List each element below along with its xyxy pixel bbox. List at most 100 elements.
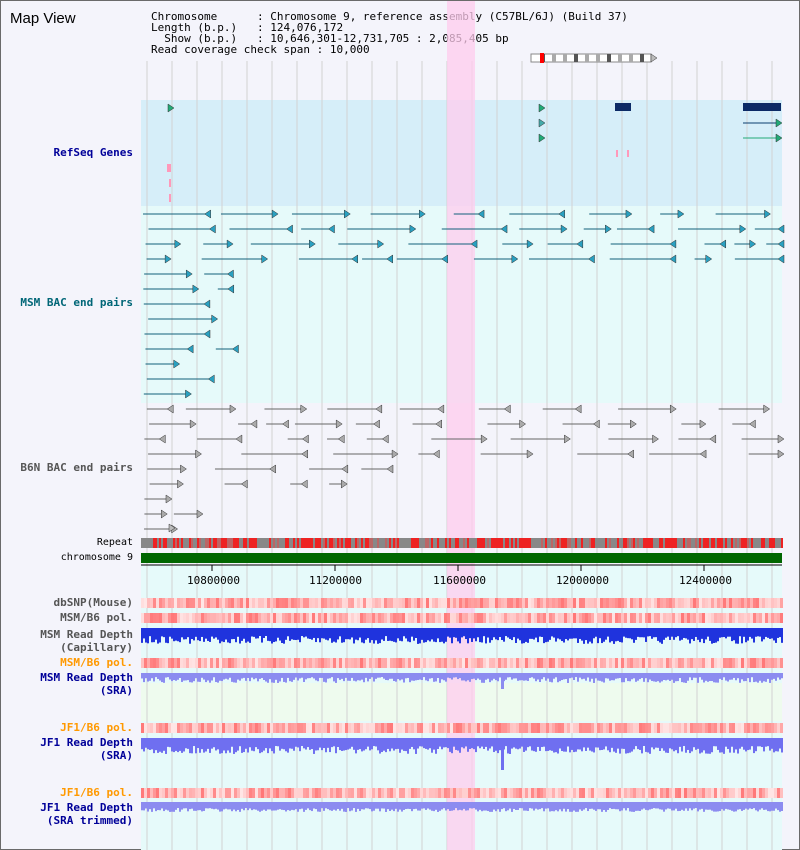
msm-b6-pol-heat-cell — [621, 658, 624, 668]
dbsnp-heat-cell — [234, 598, 237, 608]
msm-b6-pol-heat-cell — [456, 658, 459, 668]
jf1-trim-depth-bar — [575, 802, 577, 812]
jf1-trim-depth-bar — [383, 802, 385, 809]
repeat-feature — [337, 538, 339, 548]
msm-b6-pol-heat-cell — [549, 613, 552, 623]
msm-capillary-depth-bar — [553, 628, 555, 638]
msm-sra-depth-bar — [485, 673, 487, 680]
jf1-b6-pol-heat-cell — [570, 723, 573, 733]
jf1-trim-depth-bar — [227, 802, 229, 810]
jf1-b6-pol-heat-cell — [234, 788, 237, 798]
msm-b6-pol-heat-cell — [141, 613, 144, 623]
msm-capillary-depth-bar — [353, 628, 355, 644]
jf1-sra-depth-bar — [281, 738, 283, 749]
jf1-trim-depth-bar — [365, 802, 367, 809]
jf1-b6-pol-heat-cell — [459, 723, 462, 733]
b6n-bac-label[interactable]: B6N BAC end pairs — [20, 461, 133, 474]
repeat-feature — [693, 538, 695, 548]
jf1-b6-pol-heat-cell — [696, 723, 699, 733]
jf1-sra-depth-bar — [227, 738, 229, 751]
jf1-b6-pol-heat-cell — [378, 723, 381, 733]
repeat-feature — [201, 538, 203, 548]
jf1-sra-depth-bar — [155, 738, 157, 751]
jf1-b6-pol-heat-cell — [282, 723, 285, 733]
msm-b6-pol-heat-cell — [669, 613, 672, 623]
jf1-trim-depth-bar — [219, 802, 221, 812]
repeat-feature — [525, 538, 527, 548]
jf1-trim-depth-bar — [701, 802, 703, 809]
msm-sra-depth-bar — [599, 673, 601, 681]
jf1-b6-pol-heat-cell — [606, 788, 609, 798]
jf1-b6-pol-heat-cell — [540, 788, 543, 798]
msm-capillary-depth-bar — [367, 628, 369, 639]
jf1-trim-depth-bar — [299, 802, 301, 810]
jf1-sra-depth-bar — [757, 738, 759, 747]
repeat-feature — [187, 538, 189, 548]
refseq-genes-label[interactable]: RefSeq Genes — [53, 146, 133, 159]
jf1-trim-depth-bar — [187, 802, 189, 812]
repeat-feature — [459, 538, 461, 548]
msm-capillary-depth-bar — [705, 628, 707, 640]
dbsnp-heat-cell — [672, 598, 675, 608]
msm-sra-depth-bar — [373, 673, 375, 682]
msm-capillary-depth-bar — [145, 628, 147, 643]
msm-b6-pol-heat-cell — [312, 613, 315, 623]
jf1-trim-depth-bar — [605, 802, 607, 812]
jf1-b6-pol-label-2: JF1/B6 pol. — [60, 786, 133, 799]
repeat-feature — [777, 538, 779, 548]
repeat-feature — [189, 538, 191, 548]
msm-capillary-depth-bar — [685, 628, 687, 639]
jf1-b6-pol-heat-cell — [225, 723, 228, 733]
jf1-sra-depth-bar — [171, 738, 173, 752]
jf1-trim-depth-bar — [167, 802, 169, 811]
repeat-feature — [599, 538, 601, 548]
jf1-trim-depth-bar — [777, 802, 779, 811]
msm-sra-depth-bar — [289, 673, 291, 682]
msm-sra-depth-bar — [489, 673, 491, 683]
repeat-feature — [229, 538, 231, 548]
dbsnp-heat-cell — [585, 598, 588, 608]
jf1-sra-depth-bar — [599, 738, 601, 751]
jf1-sra-depth-bar — [759, 738, 761, 747]
jf1-b6-pol-heat-cell — [231, 723, 234, 733]
msm-b6-pol-heat-cell — [213, 613, 216, 623]
jf1-b6-pol-heat-cell — [585, 788, 588, 798]
msm-b6-pol-heat-cell — [318, 613, 321, 623]
msm-b6-pol-heat-cell — [606, 658, 609, 668]
jf1-sra-depth-bar — [707, 738, 709, 754]
msm-sra-depth-bar — [479, 673, 481, 680]
msm-capillary-depth-bar — [345, 628, 347, 640]
jf1-b6-pol-heat-cell — [630, 788, 633, 798]
msm-sra-depth-bar — [497, 673, 499, 682]
repeat-feature — [393, 538, 395, 548]
jf1-b6-pol-heat-cell — [435, 788, 438, 798]
jf1-trim-depth-bar — [357, 802, 359, 809]
msm-capillary-depth-bar — [765, 628, 767, 637]
jf1-sra-depth-bar — [747, 738, 749, 751]
jf1-sra-depth-bar — [681, 738, 683, 752]
jf1-b6-pol-heat-cell — [669, 723, 672, 733]
msm-b6-pol-heat-cell — [408, 658, 411, 668]
jf1-trim-depth-bar — [247, 802, 249, 811]
msm-capillary-depth-bar — [535, 628, 537, 638]
msm-sra-depth-bar — [197, 673, 199, 682]
repeat-feature — [679, 538, 681, 548]
jf1-sra-depth-bar — [261, 738, 263, 753]
refseq-small-feature — [627, 150, 629, 157]
jf1-b6-pol-heat-cell — [696, 788, 699, 798]
msm-b6-pol-heat-cell — [570, 658, 573, 668]
msm-b6-pol-heat-cell — [747, 658, 750, 668]
jf1-trim-depth-bar — [445, 802, 447, 811]
msm-b6-pol-heat-cell — [696, 658, 699, 668]
repeat-feature — [271, 538, 273, 548]
jf1-b6-pol-heat-cell — [429, 723, 432, 733]
jf1-trim-depth-bar — [421, 802, 423, 809]
repeat-feature — [339, 538, 341, 548]
msm-capillary-depth-bar — [729, 628, 731, 637]
msm-b6-pol-heat-cell — [501, 613, 504, 623]
msm-bac-label[interactable]: MSM BAC end pairs — [20, 296, 133, 309]
msm-capillary-depth-bar — [593, 628, 595, 639]
repeat-feature — [589, 538, 591, 548]
jf1-sra-depth-bar — [323, 738, 325, 749]
